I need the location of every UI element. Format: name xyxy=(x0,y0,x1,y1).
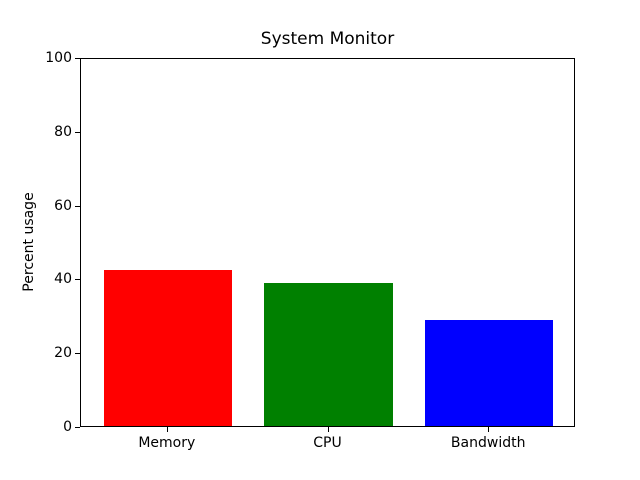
plot-area xyxy=(80,58,575,427)
y-tick-mark xyxy=(75,427,80,428)
y-tick-mark xyxy=(75,131,80,133)
y-tick-mark xyxy=(75,58,80,59)
y-tick-mark xyxy=(75,205,80,207)
y-tick-label-60: 60 xyxy=(54,197,72,214)
bar-cpu xyxy=(264,282,393,426)
y-tick-mark xyxy=(75,353,80,355)
x-tick-mark xyxy=(488,427,490,432)
y-tick-label-100: 100 xyxy=(45,50,72,66)
x-tick-mark xyxy=(166,427,168,432)
y-tick-label-80: 80 xyxy=(54,123,72,140)
x-tick-label-cpu: CPU xyxy=(313,435,342,451)
y-tick-label-20: 20 xyxy=(54,345,72,362)
bar-memory xyxy=(103,269,233,426)
x-tick-label-bandwidth: Bandwidth xyxy=(450,435,526,451)
x-tick-label-memory: Memory xyxy=(138,435,196,451)
y-tick-label-40: 40 xyxy=(54,271,72,288)
bar-bandwidth xyxy=(424,320,554,426)
chart-title: System Monitor xyxy=(260,29,395,49)
x-tick-mark xyxy=(327,427,329,432)
y-tick-label-0: 0 xyxy=(63,419,72,435)
y-tick-mark xyxy=(75,279,80,281)
